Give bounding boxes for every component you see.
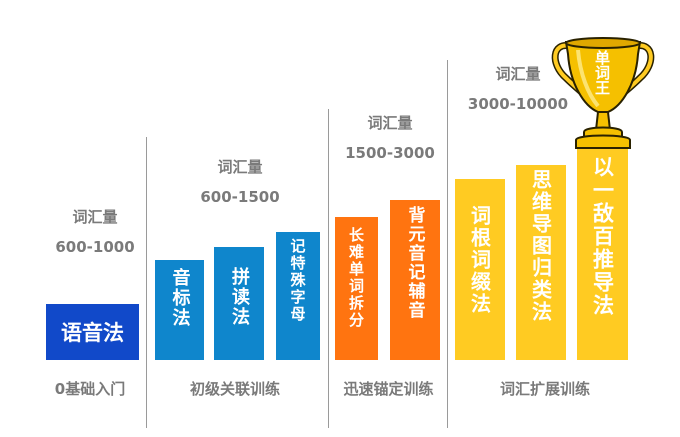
stage-name-2: 迅速锚定训练 [343,380,434,398]
method-bar-vowels-consonants: 背元音记辅音 [390,200,440,360]
stage-divider-3 [447,60,448,428]
method-box-phonics: 语音法 [46,304,139,360]
trophy-icon [548,34,658,150]
method-bar-roots-affixes: 词根词缀法 [455,179,505,360]
vocab-label-stage-1: 词汇量 600-1500 [200,158,280,206]
vocab-label-stage-3: 词汇量 3000-10000 [467,65,569,113]
stage-name-3: 词汇扩展训练 [499,380,590,398]
method-bar-mindmap: 思维导图归类法 [516,165,566,360]
stage-name-0: 0基础入门 [54,380,126,398]
method-bar-special-letters: 记特殊字母 [276,232,320,360]
method-bar-split-long-words: 长难单词拆分 [335,217,378,360]
stage-divider-1 [146,137,147,428]
stage-divider-2 [328,109,329,428]
method-bar-spelling: 拼读法 [214,247,264,360]
method-bar-deduction: 以一敌百推导法 [577,146,628,360]
trophy-label: 单词王 [593,50,611,95]
method-bar-phonetic-symbols: 音标法 [155,260,204,360]
vocab-label-stage-0: 词汇量 600-1000 [55,208,135,256]
vocab-label-stage-2: 词汇量 1500-3000 [345,114,435,162]
stage-name-1: 初级关联训练 [189,380,280,398]
